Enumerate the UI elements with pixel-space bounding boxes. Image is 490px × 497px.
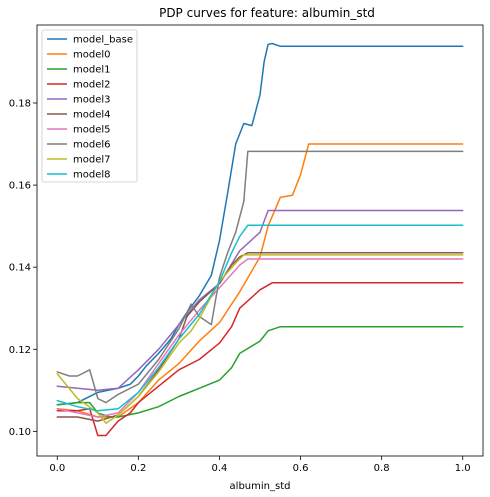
x-tick-label: 1.0 bbox=[455, 463, 471, 474]
x-tick-label: 0.0 bbox=[49, 463, 65, 474]
legend-label-model8: model8 bbox=[73, 170, 111, 181]
series-line-model6 bbox=[56, 150, 464, 404]
series-line-model0 bbox=[56, 143, 464, 418]
legend: model_base model0 model1 model2 model3 model4… bbox=[41, 29, 138, 183]
legend-label-model6: model6 bbox=[73, 140, 111, 151]
legend-label-model4: model4 bbox=[73, 110, 111, 121]
legend-label-model5: model5 bbox=[73, 125, 111, 136]
x-tick-label: 0.4 bbox=[212, 463, 228, 474]
y-axis: 0.10 0.12 0.14 0.16 0.18 bbox=[9, 98, 37, 438]
x-axis-label: albumin_std bbox=[230, 481, 291, 492]
y-tick-label: 0.12 bbox=[9, 345, 31, 356]
series-line-model8 bbox=[56, 224, 464, 412]
series-line-model2 bbox=[56, 282, 464, 437]
y-tick-label: 0.14 bbox=[9, 263, 31, 274]
x-tick-label: 0.8 bbox=[374, 463, 390, 474]
series-line-model7 bbox=[56, 254, 464, 424]
plot-lines bbox=[56, 42, 464, 437]
legend-label-model0: model0 bbox=[73, 50, 111, 61]
legend-label-model3: model3 bbox=[73, 95, 111, 106]
legend-label-model2: model2 bbox=[73, 80, 111, 91]
series-line-model_base bbox=[56, 42, 464, 406]
y-tick-label: 0.18 bbox=[9, 98, 31, 109]
y-tick-label: 0.16 bbox=[9, 181, 31, 192]
legend-label-model7: model7 bbox=[73, 155, 111, 166]
legend-label-model_base: model_base bbox=[73, 35, 133, 46]
x-axis: 0.0 0.2 0.4 0.6 0.8 1.0 bbox=[49, 456, 471, 474]
series-line-model1 bbox=[56, 325, 464, 418]
chart-title: PDP curves for feature: albumin_std bbox=[159, 6, 375, 20]
series-line-model5 bbox=[56, 258, 464, 418]
series-line-model3 bbox=[56, 209, 464, 392]
plot-frame bbox=[36, 24, 484, 457]
x-tick-label: 0.6 bbox=[293, 463, 309, 474]
y-tick-label: 0.10 bbox=[9, 427, 31, 438]
series-line-model4 bbox=[56, 252, 464, 422]
x-tick-label: 0.2 bbox=[130, 463, 146, 474]
legend-label-model1: model1 bbox=[73, 65, 111, 76]
